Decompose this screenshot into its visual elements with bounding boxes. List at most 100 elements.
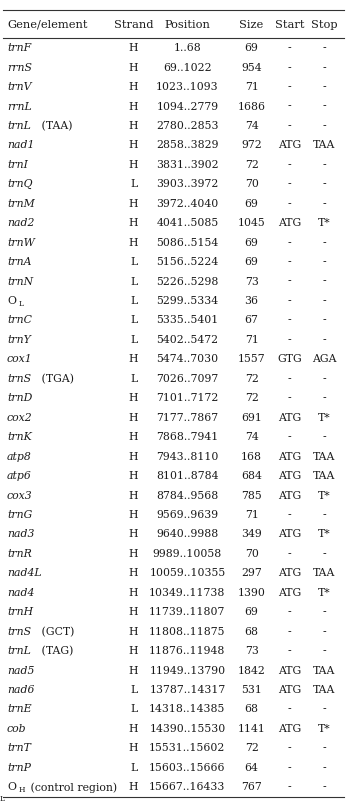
Text: nad2: nad2 bbox=[7, 218, 34, 228]
Text: -: - bbox=[288, 607, 291, 618]
Text: -: - bbox=[323, 743, 326, 754]
Text: H: H bbox=[129, 218, 138, 228]
Text: Gene/element: Gene/element bbox=[7, 19, 87, 30]
Text: 531: 531 bbox=[241, 685, 262, 695]
Text: 785: 785 bbox=[241, 490, 262, 501]
Text: TAA: TAA bbox=[313, 666, 336, 675]
Text: (TGA): (TGA) bbox=[38, 373, 74, 384]
Text: -: - bbox=[288, 62, 291, 73]
Text: 13787..14317: 13787..14317 bbox=[149, 685, 226, 695]
Text: L: L bbox=[130, 179, 137, 189]
Text: Position: Position bbox=[164, 19, 210, 30]
Text: TAA: TAA bbox=[313, 452, 336, 461]
Text: H: H bbox=[129, 393, 138, 403]
Text: -: - bbox=[323, 62, 326, 73]
Text: -: - bbox=[288, 704, 291, 714]
Text: trnY: trnY bbox=[7, 335, 31, 345]
Text: ATG: ATG bbox=[278, 140, 302, 151]
Text: H: H bbox=[129, 569, 138, 578]
Text: 7943..8110: 7943..8110 bbox=[156, 452, 219, 461]
Text: 4041..5085: 4041..5085 bbox=[156, 218, 219, 228]
Text: 3903..3972: 3903..3972 bbox=[156, 179, 219, 189]
Text: H: H bbox=[129, 510, 138, 520]
Text: H: H bbox=[18, 787, 25, 794]
Text: 72: 72 bbox=[245, 160, 259, 170]
Text: 9989..10058: 9989..10058 bbox=[153, 549, 222, 559]
Text: ATG: ATG bbox=[278, 569, 302, 578]
Text: H: H bbox=[129, 549, 138, 559]
Text: 69: 69 bbox=[245, 607, 259, 618]
Text: -: - bbox=[288, 160, 291, 170]
Text: -: - bbox=[323, 335, 326, 345]
Text: 70: 70 bbox=[245, 179, 259, 189]
Text: -: - bbox=[323, 374, 326, 384]
Text: ATG: ATG bbox=[278, 218, 302, 228]
Text: -: - bbox=[288, 316, 291, 325]
Text: 9569..9639: 9569..9639 bbox=[156, 510, 219, 520]
Text: trnW: trnW bbox=[7, 238, 35, 248]
Text: H: H bbox=[129, 238, 138, 248]
Text: -: - bbox=[288, 43, 291, 53]
Text: trnM: trnM bbox=[7, 199, 35, 209]
Text: nad3: nad3 bbox=[7, 529, 34, 539]
Text: trnQ: trnQ bbox=[7, 179, 32, 189]
Text: 7101..7172: 7101..7172 bbox=[156, 393, 219, 403]
Text: 972: 972 bbox=[241, 140, 262, 151]
Text: 10059..10355: 10059..10355 bbox=[149, 569, 226, 578]
Text: T*: T* bbox=[318, 588, 331, 598]
Text: 14318..14385: 14318..14385 bbox=[149, 704, 226, 714]
Text: H: H bbox=[129, 490, 138, 501]
Text: ATG: ATG bbox=[278, 490, 302, 501]
Text: 684: 684 bbox=[241, 471, 262, 481]
Text: 68: 68 bbox=[245, 626, 259, 637]
Text: 1023..1093: 1023..1093 bbox=[156, 82, 219, 92]
Text: trnC: trnC bbox=[7, 316, 32, 325]
Text: -: - bbox=[288, 257, 291, 267]
Text: 5226..5298: 5226..5298 bbox=[156, 276, 219, 287]
Text: 9640..9988: 9640..9988 bbox=[156, 529, 219, 539]
Text: 14390..15530: 14390..15530 bbox=[149, 724, 226, 734]
Text: 11949..13790: 11949..13790 bbox=[149, 666, 226, 675]
Text: -: - bbox=[288, 626, 291, 637]
Text: 7177..7867: 7177..7867 bbox=[156, 413, 219, 423]
Text: GTG: GTG bbox=[277, 354, 302, 364]
Text: 15667..16433: 15667..16433 bbox=[149, 783, 226, 792]
Text: -: - bbox=[323, 276, 326, 287]
Text: 5402..5472: 5402..5472 bbox=[156, 335, 219, 345]
Text: -: - bbox=[323, 607, 326, 618]
Text: 72: 72 bbox=[245, 374, 259, 384]
Text: ATG: ATG bbox=[278, 724, 302, 734]
Text: -: - bbox=[288, 199, 291, 209]
Text: -: - bbox=[288, 783, 291, 792]
Text: 71: 71 bbox=[245, 335, 259, 345]
Text: -: - bbox=[288, 121, 291, 131]
Text: Start: Start bbox=[275, 19, 305, 30]
Text: -: - bbox=[323, 160, 326, 170]
Text: atp6: atp6 bbox=[7, 471, 32, 481]
Text: -: - bbox=[323, 238, 326, 248]
Text: -: - bbox=[288, 549, 291, 559]
Text: ATG: ATG bbox=[278, 471, 302, 481]
Text: cox2: cox2 bbox=[7, 413, 33, 423]
Text: Size: Size bbox=[239, 19, 264, 30]
Text: 72: 72 bbox=[245, 743, 259, 754]
Text: 73: 73 bbox=[245, 276, 259, 287]
Text: -: - bbox=[323, 549, 326, 559]
Text: 69..1022: 69..1022 bbox=[163, 62, 212, 73]
Text: -: - bbox=[288, 179, 291, 189]
Text: 69: 69 bbox=[245, 238, 259, 248]
Text: -: - bbox=[323, 121, 326, 131]
Text: ATG: ATG bbox=[278, 529, 302, 539]
Text: 767: 767 bbox=[241, 783, 262, 792]
Text: -: - bbox=[323, 626, 326, 637]
Text: H: H bbox=[129, 783, 138, 792]
Text: -: - bbox=[323, 433, 326, 442]
Text: H: H bbox=[129, 743, 138, 754]
Text: 691: 691 bbox=[241, 413, 262, 423]
Text: 11808..11875: 11808..11875 bbox=[149, 626, 226, 637]
Text: H: H bbox=[129, 121, 138, 131]
Text: rrnL: rrnL bbox=[7, 102, 32, 111]
Text: H: H bbox=[129, 607, 138, 618]
Text: -: - bbox=[288, 335, 291, 345]
Text: 7026..7097: 7026..7097 bbox=[156, 374, 219, 384]
